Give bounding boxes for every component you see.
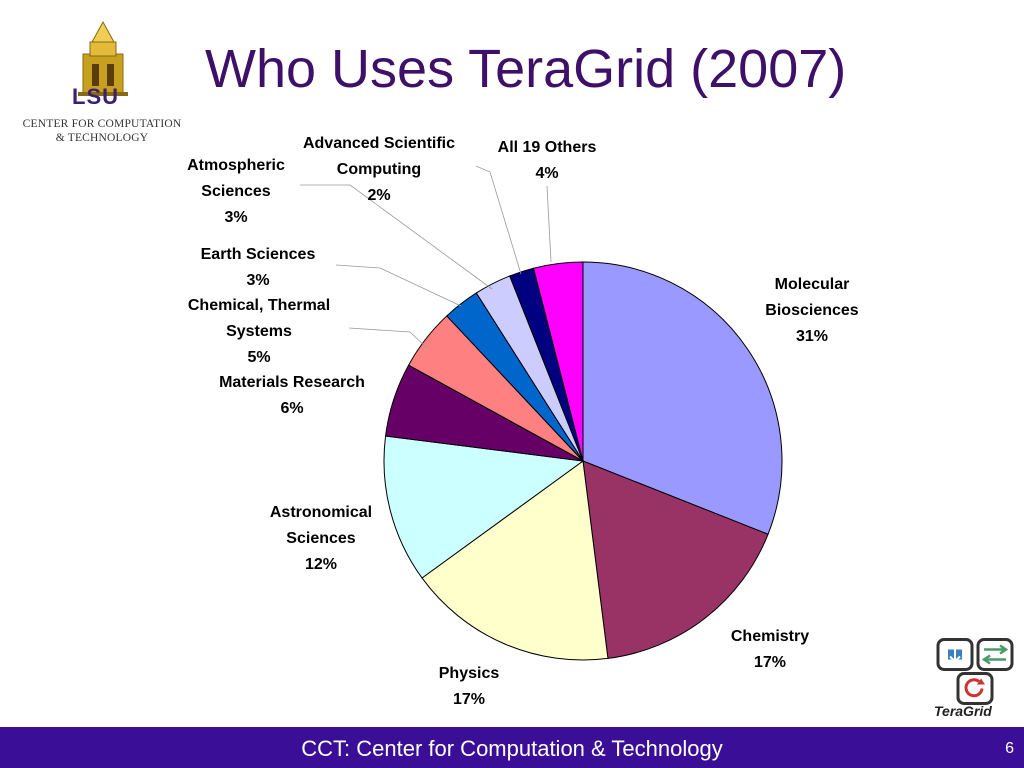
slice-label-all-19-others: All 19 Others 4% bbox=[498, 139, 597, 182]
lsu-wordmark: LSU bbox=[72, 84, 119, 109]
slice-label-earth-sciences: Earth Sciences 3% bbox=[201, 246, 316, 289]
pie-slice-chemistry bbox=[582, 460, 769, 659]
pie-slice-molecular-biosciences bbox=[582, 261, 783, 535]
slice-label-advanced-scientific-computing: Advanced Scientific Computing 2% bbox=[303, 135, 455, 204]
slice-label-astronomical-sciences: Astronomical Sciences 12% bbox=[270, 504, 372, 573]
leader-line-7 bbox=[300, 184, 493, 290]
slice-label-atmospheric-sciences: Atmospheric Sciences 3% bbox=[187, 157, 285, 226]
page-number: 6 bbox=[1005, 740, 1014, 757]
leader-line-5 bbox=[348, 327, 428, 349]
lsu-cct-logo bbox=[8, 14, 198, 154]
teragrid-logo-icon bbox=[936, 638, 1014, 705]
cct-name-line1: CENTER FOR COMPUTATION bbox=[22, 118, 182, 130]
pie-slice-all-19-others bbox=[532, 261, 584, 462]
teragrid-wordmark: TeraGrid bbox=[934, 703, 992, 719]
pie-slice-physics bbox=[421, 460, 609, 661]
tower-icon bbox=[78, 20, 128, 96]
footer-text: CCT: Center for Computation & Technology bbox=[301, 736, 723, 761]
pie-chart: Molecular Biosciences 31% Chemistry 17% Physi… bbox=[187, 135, 859, 708]
pie-slice-astronomical-sciences bbox=[383, 435, 585, 579]
slice-label-molecular-biosciences: Molecular Biosciences 31% bbox=[765, 276, 858, 345]
cct-name-line2: & TECHNOLOGY bbox=[55, 132, 149, 144]
slice-label-chemistry: Chemistry 17% bbox=[731, 628, 809, 671]
leader-line-8 bbox=[475, 165, 522, 275]
slice-label-chemical-thermal-systems: Chemical, Thermal Systems 5% bbox=[188, 297, 330, 366]
footer-bar: CCT: Center for Computation & Technology… bbox=[0, 727, 1024, 768]
leader-line-9 bbox=[546, 185, 552, 263]
leader-line-6 bbox=[335, 264, 462, 307]
slice-label-physics: Physics 17% bbox=[439, 665, 500, 708]
slide-title: Who Uses TeraGrid (2007) bbox=[205, 39, 847, 99]
slice-label-materials-research: Materials Research 6% bbox=[219, 374, 365, 417]
